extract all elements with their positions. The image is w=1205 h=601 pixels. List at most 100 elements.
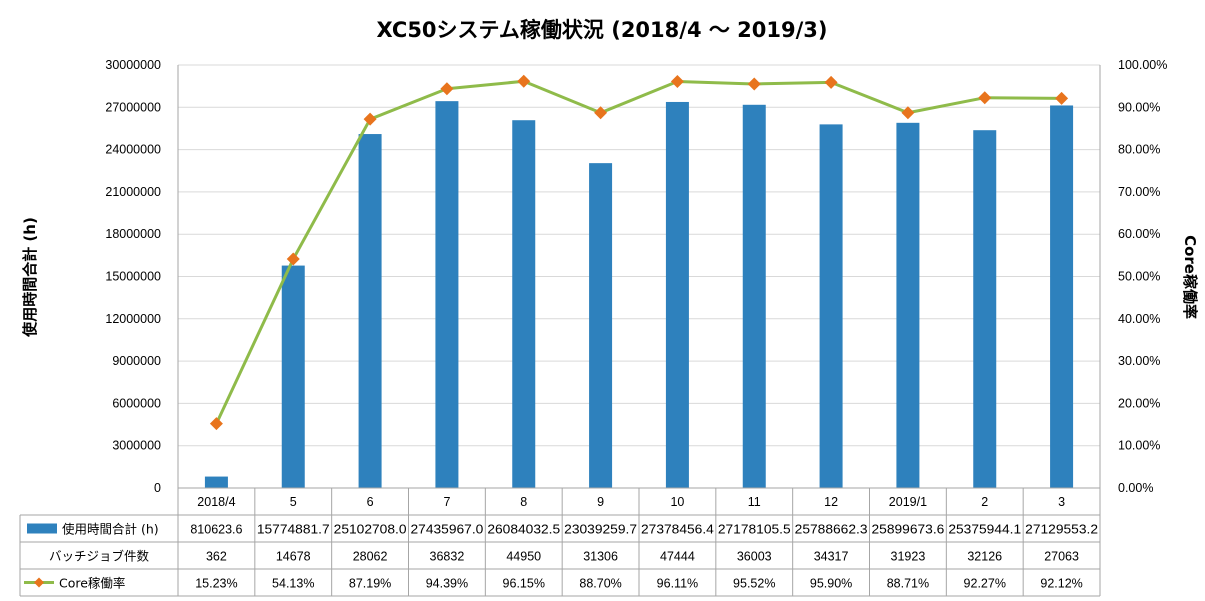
table-cell: 27378456.4 (641, 523, 714, 537)
y-left-tick-label: 15000000 (105, 270, 161, 284)
table-cell: 96.11% (657, 577, 698, 591)
table-cell: 27435967.0 (411, 523, 484, 537)
y-left-tick-label: 30000000 (105, 58, 161, 72)
table-cell: 95.90% (810, 577, 852, 591)
y-left-tick-label: 3000000 (112, 439, 161, 453)
x-tick-label: 2019/1 (889, 495, 927, 509)
row-label: バッチジョブ件数 (49, 549, 150, 564)
y-right-tick-label: 50.00% (1118, 270, 1160, 284)
table-cell: 25788662.3 (795, 523, 868, 537)
x-tick-label: 10 (670, 495, 684, 509)
core-rate-point (363, 112, 377, 126)
table-cell: 26084032.5 (487, 523, 560, 537)
core-rate-point (286, 252, 300, 266)
row-label: 使用時間合計 (h) (62, 522, 159, 537)
y-left-tick-label: 6000000 (112, 396, 161, 410)
y-right-tick-label: 70.00% (1118, 185, 1160, 199)
x-tick-label: 2018/4 (197, 495, 235, 509)
table-cell: 27063 (1044, 550, 1079, 564)
bar (819, 124, 843, 489)
x-tick-label: 12 (824, 495, 838, 509)
bar (589, 163, 613, 489)
y-axis-right: 0.00% 10.00% 20.00% 30.00% 40.00% 50.00% 60.00… (1118, 58, 1167, 495)
line-series (209, 74, 1069, 431)
y-axis-left: 0 3000000 6000000 9000000 12000000 15000000 18… (105, 58, 161, 495)
table-cell: 25899673.6 (872, 523, 945, 537)
y-right-tick-label: 20.00% (1118, 396, 1160, 410)
y-left-tick-label: 9000000 (112, 354, 161, 368)
y-left-tick-label: 24000000 (105, 143, 161, 157)
y-left-tick-label: 21000000 (105, 185, 161, 199)
table-cell: 92.12% (1040, 577, 1082, 591)
table-cell: 31923 (891, 550, 926, 564)
core-rate-point (517, 74, 531, 88)
x-tick-label: 8 (520, 495, 527, 509)
core-rate-point (1055, 91, 1069, 105)
bar (281, 265, 305, 488)
y-left-tick-label: 12000000 (105, 312, 161, 326)
table-cell: 92.27% (964, 577, 1006, 591)
x-tick-label: 3 (1058, 495, 1065, 509)
core-rate-point (594, 106, 608, 120)
x-tick-label: 9 (597, 495, 604, 509)
table-cell: 54.13% (272, 577, 314, 591)
table-cell: 34317 (814, 550, 849, 564)
y-right-tick-label: 100.00% (1118, 58, 1167, 72)
table-cell: 44950 (506, 550, 541, 564)
table-cell: 15774881.7 (257, 523, 330, 537)
table-cell: 23039259.7 (564, 523, 637, 537)
core-rate-line (215, 79, 1062, 425)
x-tick-label: 5 (290, 495, 297, 509)
bar (742, 104, 766, 489)
table-cell: 88.70% (579, 577, 621, 591)
y-right-tick-label: 60.00% (1118, 227, 1160, 241)
table-cell: 32126 (967, 550, 1002, 564)
x-tick-label: 7 (443, 495, 450, 509)
y-right-tick-label: 0.00% (1118, 481, 1153, 495)
table-cell: 36832 (430, 550, 465, 564)
table-cell: 15.23% (195, 577, 237, 591)
bar (435, 101, 459, 488)
y-left-tick-label: 27000000 (105, 100, 161, 114)
table-cell: 362 (206, 550, 227, 564)
table-cell: 87.19% (349, 577, 391, 591)
core-rate-point (824, 75, 838, 89)
table-cell: 14678 (276, 550, 311, 564)
core-rate-point (901, 106, 915, 120)
y-right-tick-label: 30.00% (1118, 354, 1160, 368)
legend-key-bar (27, 523, 57, 534)
chart-title: XC50システム稼働状況 (2018/4 〜 2019/3) (376, 18, 827, 42)
core-rate-point (747, 77, 761, 91)
bar (358, 134, 382, 488)
bar (1050, 105, 1074, 488)
table-cell: 96.15% (503, 577, 545, 591)
y-left-tick-label: 0 (154, 481, 161, 495)
core-rate-point (978, 91, 992, 105)
y-axis-left-label: 使用時間合計 (h) (21, 217, 39, 338)
y-right-tick-label: 80.00% (1118, 143, 1160, 157)
table-cell: 25102708.0 (334, 523, 407, 537)
x-tick-label: 11 (748, 495, 761, 509)
table-cell: 95.52% (733, 577, 775, 591)
table-cell: 88.71% (887, 577, 929, 591)
y-right-tick-label: 90.00% (1118, 100, 1160, 114)
y-right-tick-label: 40.00% (1118, 312, 1160, 326)
table-cell: 47444 (660, 550, 695, 564)
bar (665, 101, 689, 488)
bar-series (204, 101, 1074, 489)
legend-key-marker (34, 577, 44, 588)
row-label: Core稼働率 (59, 576, 125, 591)
x-tick-label: 6 (367, 495, 374, 509)
core-rate-point (209, 417, 223, 431)
y-right-tick-label: 10.00% (1118, 439, 1160, 453)
core-rate-point (670, 74, 684, 88)
table-cell: 36003 (737, 550, 772, 564)
table-cell: 27178105.5 (718, 523, 791, 537)
gridlines (177, 64, 1101, 488)
table-cell: 27129553.2 (1025, 523, 1098, 537)
table-cell: 31306 (583, 550, 618, 564)
y-axis-right-label: Core稼働率 (1181, 235, 1199, 319)
bar (896, 122, 920, 488)
table-cell: 25375944.1 (948, 523, 1021, 537)
